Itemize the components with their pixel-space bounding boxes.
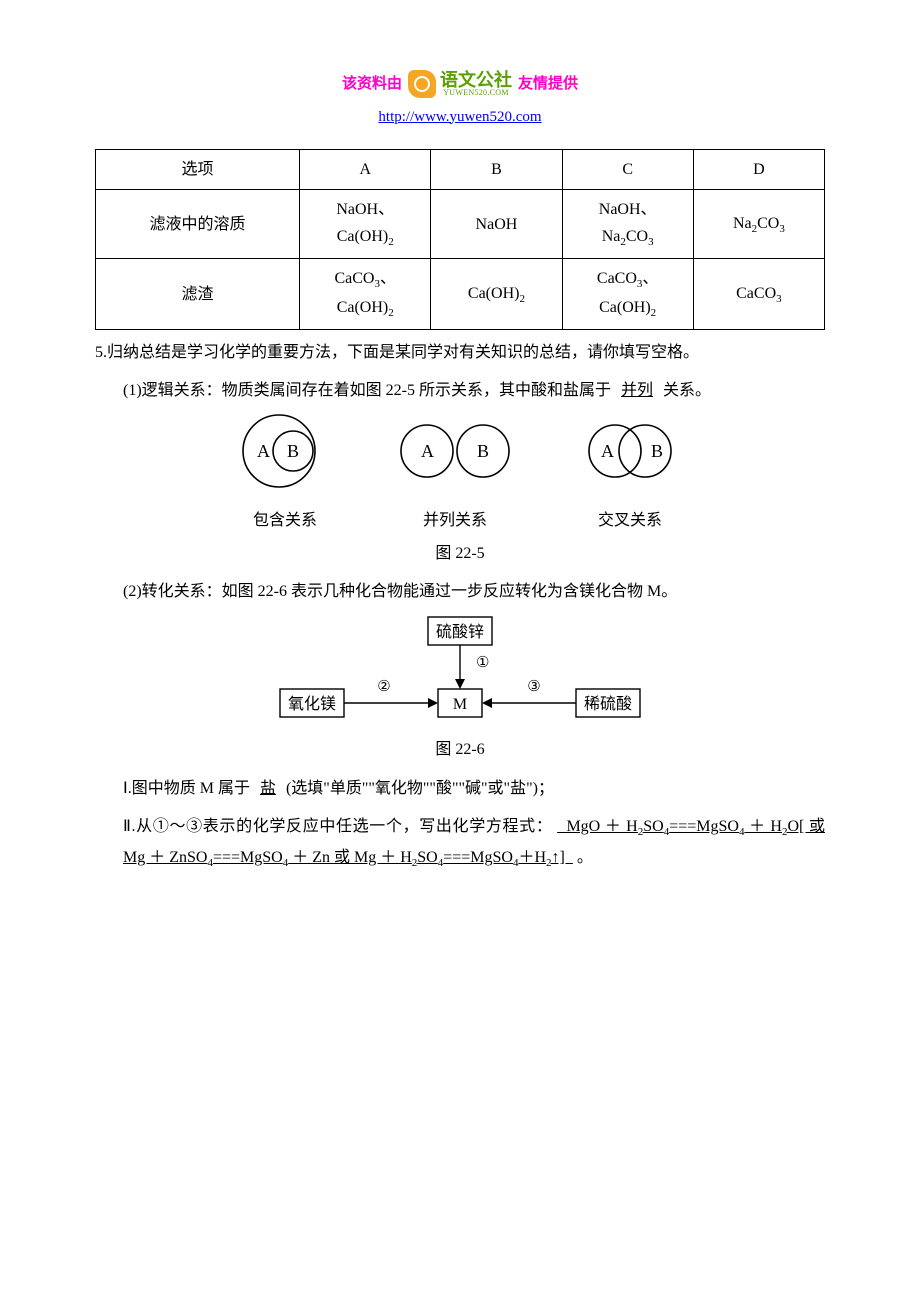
diagram-label: 并列关系 <box>395 506 515 536</box>
arrow-1-label: ① <box>476 655 489 671</box>
logo-text-top: 语文公社 <box>440 71 512 89</box>
table-header-cell: A <box>300 150 431 190</box>
logo-text-bottom: YUWEN520.COM <box>440 89 512 97</box>
table-row: 选项 A B C D <box>96 150 825 190</box>
logo-icon: 语文公社 YUWEN520.COM <box>408 70 512 98</box>
question-5-part1: (1)逻辑关系：物质类属间存在着如图 22-5 所示关系，其中酸和盐属于 并列 … <box>95 376 825 406</box>
sub-i-suffix: (选填"单质""氧化物""酸""碱"或"盐")； <box>286 780 554 797</box>
flow-left: 氧化镁 <box>288 695 336 713</box>
question-5-sub-i: Ⅰ.图中物质 M 属于 盐 (选填"单质""氧化物""酸""碱"或"盐")； <box>95 774 825 804</box>
table-cell: 滤渣 <box>96 259 300 330</box>
figure-22-5-caption: 图 22-5 <box>95 539 825 569</box>
figure-22-6-caption: 图 22-6 <box>95 735 825 765</box>
table-header-cell: B <box>431 150 562 190</box>
table-row: 滤渣 CaCO3、Ca(OH)2 Ca(OH)2 CaCO3、Ca(OH)2 C… <box>96 259 825 330</box>
letter-b: B <box>287 441 299 461</box>
figure-22-5: A B 包含关系 A B 并列关系 A B 交叉关系 <box>95 413 825 537</box>
table-header-cell: D <box>693 150 824 190</box>
table-cell: CaCO3、Ca(OH)2 <box>300 259 431 330</box>
question-5-sub-ii: Ⅱ.从①～③表示的化学反应中任选一个，写出化学方程式： MgO ＋ H2SO4=… <box>95 812 825 874</box>
svg-text:A: A <box>421 441 434 461</box>
table-cell: CaCO3 <box>693 259 824 330</box>
sub-i-prefix: Ⅰ.图中物质 M 属于 <box>123 780 250 797</box>
arrow-3-label: ③ <box>527 679 540 695</box>
table-cell: 滤液中的溶质 <box>96 190 300 259</box>
sub-ii-suffix: 。 <box>577 849 593 866</box>
sub-i-answer: 盐 <box>254 780 282 797</box>
flow-center: M <box>453 696 467 713</box>
flow-right: 稀硫酸 <box>584 695 632 713</box>
part1-answer: 并列 <box>615 382 659 399</box>
diagram-label: 包含关系 <box>235 506 335 536</box>
flow-top: 硫酸锌 <box>436 623 484 641</box>
options-table: 选项 A B C D 滤液中的溶质 NaOH、Ca(OH)2 NaOH NaOH… <box>95 149 825 330</box>
diagram-label: 交叉关系 <box>575 506 685 536</box>
table-cell: Na2CO3 <box>693 190 824 259</box>
table-cell: CaCO3、Ca(OH)2 <box>562 259 693 330</box>
header-left-text: 该资料由 <box>342 70 402 99</box>
swirl-icon <box>408 70 436 98</box>
header-logo: 该资料由 语文公社 YUWEN520.COM 友情提供 <box>95 70 825 99</box>
diagram-intersection: A B 交叉关系 <box>575 413 685 537</box>
letter-a: A <box>257 441 270 461</box>
arrow-2-label: ② <box>377 679 390 695</box>
table-cell: NaOH、Na2CO3 <box>562 190 693 259</box>
table-row: 滤液中的溶质 NaOH、Ca(OH)2 NaOH NaOH、Na2CO3 Na2… <box>96 190 825 259</box>
table-cell: NaOH <box>431 190 562 259</box>
part1-suffix: 关系。 <box>663 382 711 399</box>
question-5-stem: 5.归纳总结是学习化学的重要方法，下面是某同学对有关知识的总结，请你填写空格。 <box>95 338 825 368</box>
table-header-cell: C <box>562 150 693 190</box>
sub-ii-prefix: Ⅱ.从①～③表示的化学反应中任选一个，写出化学方程式： <box>123 818 552 835</box>
header-url[interactable]: http://www.yuwen520.com <box>95 103 825 132</box>
figure-22-6: 硫酸锌 ① M 氧化镁 ② 稀硫酸 ③ <box>95 613 825 733</box>
part1-prefix: (1)逻辑关系：物质类属间存在着如图 22-5 所示关系，其中酸和盐属于 <box>123 382 611 399</box>
question-5-part2: (2)转化关系：如图 22-6 表示几种化合物能通过一步反应转化为含镁化合物 M… <box>95 577 825 607</box>
table-header-cell: 选项 <box>96 150 300 190</box>
diagram-inclusion: A B 包含关系 <box>235 413 335 537</box>
svg-text:B: B <box>651 441 663 461</box>
table-cell: Ca(OH)2 <box>431 259 562 330</box>
svg-text:B: B <box>477 441 489 461</box>
table-cell: NaOH、Ca(OH)2 <box>300 190 431 259</box>
svg-text:A: A <box>601 441 614 461</box>
diagram-parallel: A B 并列关系 <box>395 413 515 537</box>
header-right-text: 友情提供 <box>518 70 578 99</box>
